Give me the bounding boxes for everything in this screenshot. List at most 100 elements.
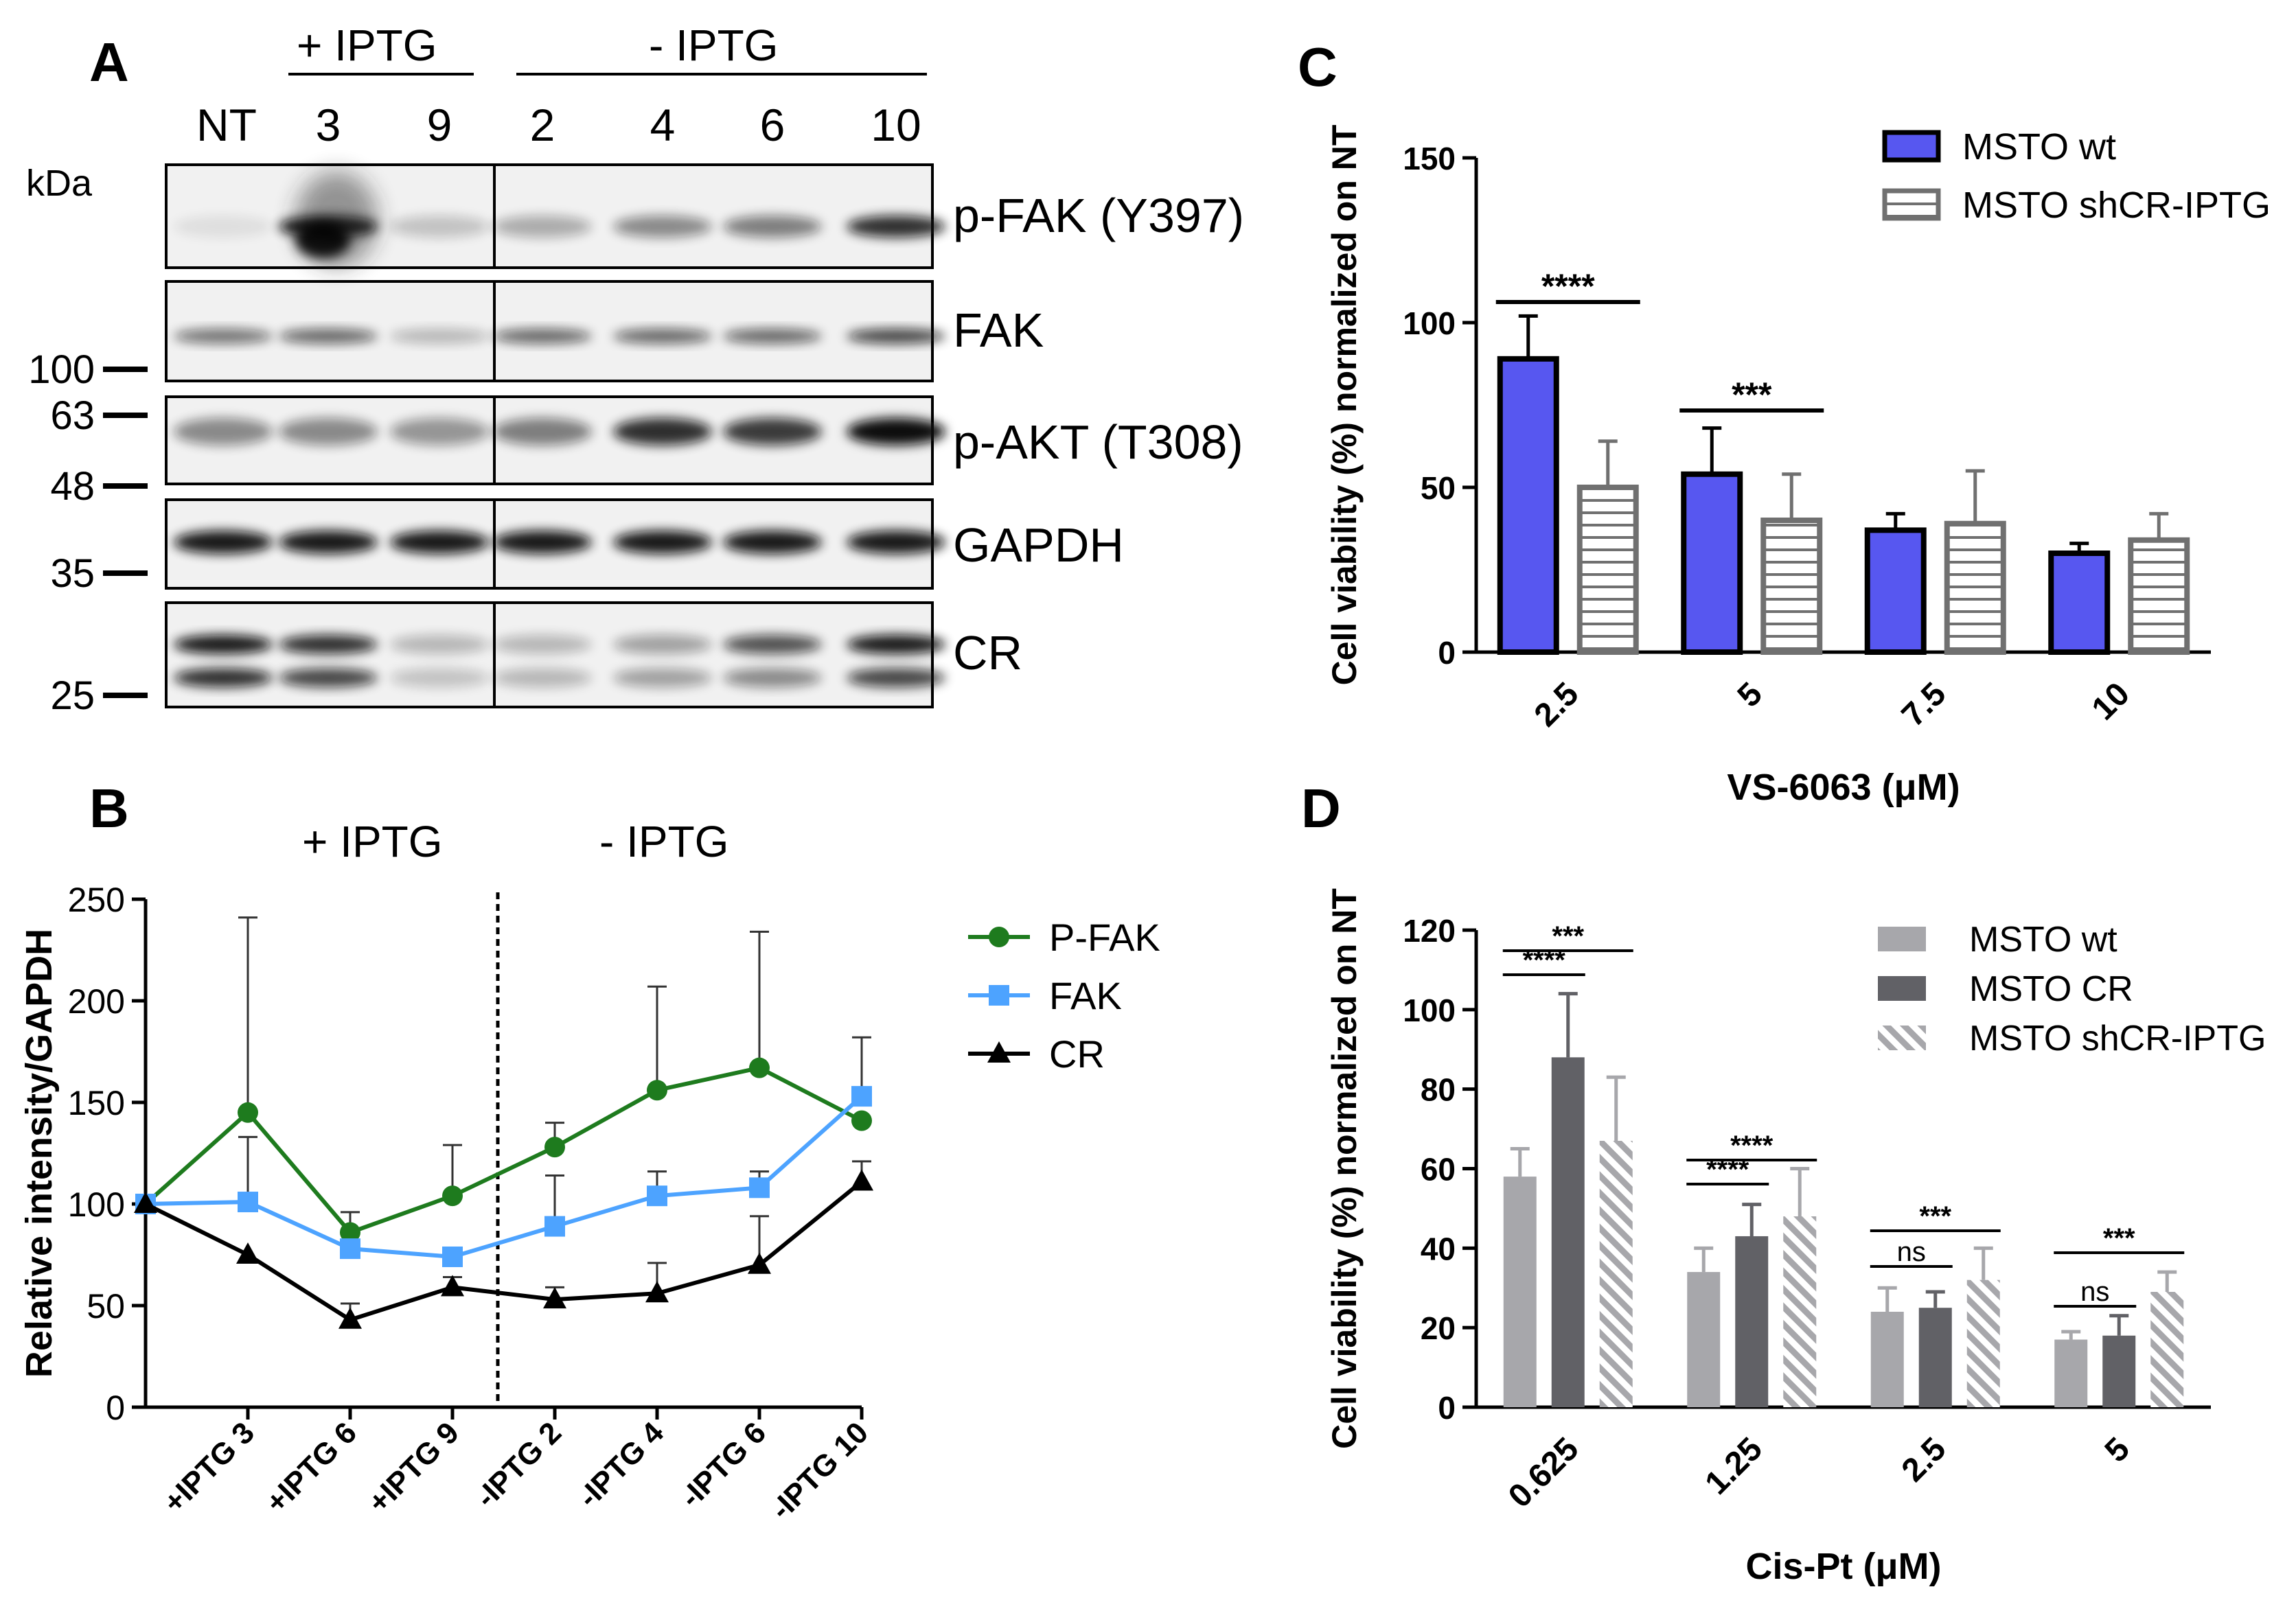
blot-band xyxy=(613,328,712,344)
y-tick-label: 60 xyxy=(1421,1152,1456,1188)
legend-label: MSTO wt xyxy=(1969,920,2117,960)
blot-band xyxy=(174,417,273,445)
blot-band xyxy=(279,417,378,445)
lane-label: NT xyxy=(196,100,257,150)
data-point xyxy=(645,1281,669,1303)
blot-band xyxy=(723,328,822,344)
data-point xyxy=(340,1222,360,1243)
y-tick-label: 100 xyxy=(1403,305,1456,341)
blot-band xyxy=(493,328,592,344)
lane-label: 4 xyxy=(650,100,676,150)
blot-band xyxy=(723,634,822,654)
data-point xyxy=(236,1242,260,1264)
x-tick-label: 2.5 xyxy=(1528,675,1586,734)
blot-band xyxy=(493,634,592,654)
data-point xyxy=(851,1110,872,1131)
y-axis-label: Cell viability (%) normalized on NT xyxy=(1325,125,1364,686)
bar-msto-wt xyxy=(1497,356,1559,655)
x-tick-label: 5 xyxy=(1731,675,1769,714)
chart-c: 0 50 100 150 2.5 5 7.5 10 Cell viability (%) nor… xyxy=(1325,125,2271,808)
y-tick-label: 100 xyxy=(1403,993,1456,1028)
bar-msto-wt xyxy=(1864,527,1927,656)
blot-band xyxy=(613,668,712,688)
data-point xyxy=(749,1057,770,1078)
row-label: p-FAK (Y397) xyxy=(953,189,1244,242)
blot-strips xyxy=(165,163,945,708)
blot-band xyxy=(847,634,945,654)
blot-band xyxy=(847,530,945,554)
lane-label: 3 xyxy=(316,100,341,150)
significance-label: **** xyxy=(1706,1155,1749,1185)
legend-label: CR xyxy=(1049,1032,1105,1076)
y-tick-label: 50 xyxy=(1421,470,1456,506)
blot-band xyxy=(174,530,273,554)
series-line-cr xyxy=(144,1180,863,1323)
bar-msto-cr xyxy=(1735,1236,1769,1407)
data-point xyxy=(238,1102,258,1123)
legend-swatch xyxy=(1882,130,1941,163)
blot-band xyxy=(493,417,592,445)
x-axis-label: Cis-Pt (μM) xyxy=(1745,1546,1941,1587)
mw-marker-label: 63 xyxy=(50,393,95,438)
data-point xyxy=(338,1307,362,1329)
significance-label: *** xyxy=(1552,921,1584,951)
row-label: GAPDH xyxy=(953,518,1124,572)
legend-label: MSTO shCR-IPTG xyxy=(1969,1019,2266,1058)
blot-band xyxy=(390,216,489,238)
blot-band xyxy=(847,417,945,445)
blot-strip-left xyxy=(165,601,496,708)
lane-label: 9 xyxy=(427,100,452,150)
data-point xyxy=(442,1185,463,1207)
mw-marker-label: 48 xyxy=(50,464,95,509)
data-point xyxy=(340,1238,360,1260)
y-tick-label: 50 xyxy=(87,1287,125,1325)
lane-label: 6 xyxy=(760,100,785,150)
data-point xyxy=(850,1169,873,1191)
legend-swatch xyxy=(1878,976,1926,1001)
y-axis-label: Cell viability (%) normalized on NT xyxy=(1325,888,1364,1449)
significance-label: ns xyxy=(2080,1277,2109,1307)
blot-band xyxy=(279,328,378,344)
data-point xyxy=(442,1246,463,1267)
bar-msto-wt xyxy=(2048,551,2111,655)
legend-label: MSTO wt xyxy=(1962,126,2116,167)
x-tick-label: 2.5 xyxy=(1895,1431,1953,1489)
mw-marker-label: 35 xyxy=(50,551,95,596)
x-tick-label: 5 xyxy=(2098,1431,2137,1469)
legend-label: P-FAK xyxy=(1049,916,1160,959)
x-tick-label: 10 xyxy=(2085,675,2137,727)
significance-label: ns xyxy=(1897,1237,1926,1267)
y-tick-label: 0 xyxy=(1438,1390,1456,1426)
data-point xyxy=(544,1216,565,1237)
y-tick-label: 200 xyxy=(68,982,125,1021)
significance-label: *** xyxy=(2103,1223,2135,1253)
bar-msto-cr xyxy=(1551,1057,1585,1407)
bar-msto-wt xyxy=(1687,1272,1721,1407)
blot-band xyxy=(390,634,489,654)
blot-band xyxy=(279,530,378,554)
data-point xyxy=(543,1287,566,1309)
bar-msto-shcr-iptg xyxy=(1599,1140,1633,1407)
x-tick-label: +IPTG 3 xyxy=(157,1415,261,1519)
blot-band xyxy=(174,634,273,654)
x-tick-label: 7.5 xyxy=(1895,675,1953,734)
bar-msto-wt xyxy=(1681,471,1743,655)
data-point xyxy=(647,1185,667,1207)
x-tick-label: 1.25 xyxy=(1698,1431,1769,1502)
legend-swatch xyxy=(1878,1026,1926,1050)
group-label-minus-iptg: - IPTG xyxy=(649,21,778,70)
series-line-fak xyxy=(145,1094,863,1259)
x-tick-label: -IPTG 6 xyxy=(674,1415,773,1514)
y-tick-label: 150 xyxy=(68,1084,125,1122)
blot-band xyxy=(493,668,592,688)
y-axis-label: Relative intensity/GAPDH xyxy=(19,929,60,1378)
blot-band xyxy=(493,216,592,238)
data-point xyxy=(238,1192,258,1213)
blot-band xyxy=(390,530,489,554)
blot-band xyxy=(723,216,822,238)
x-axis-label: VS-6063 (μM) xyxy=(1727,767,1960,808)
y-tick-label: 150 xyxy=(1403,141,1456,176)
